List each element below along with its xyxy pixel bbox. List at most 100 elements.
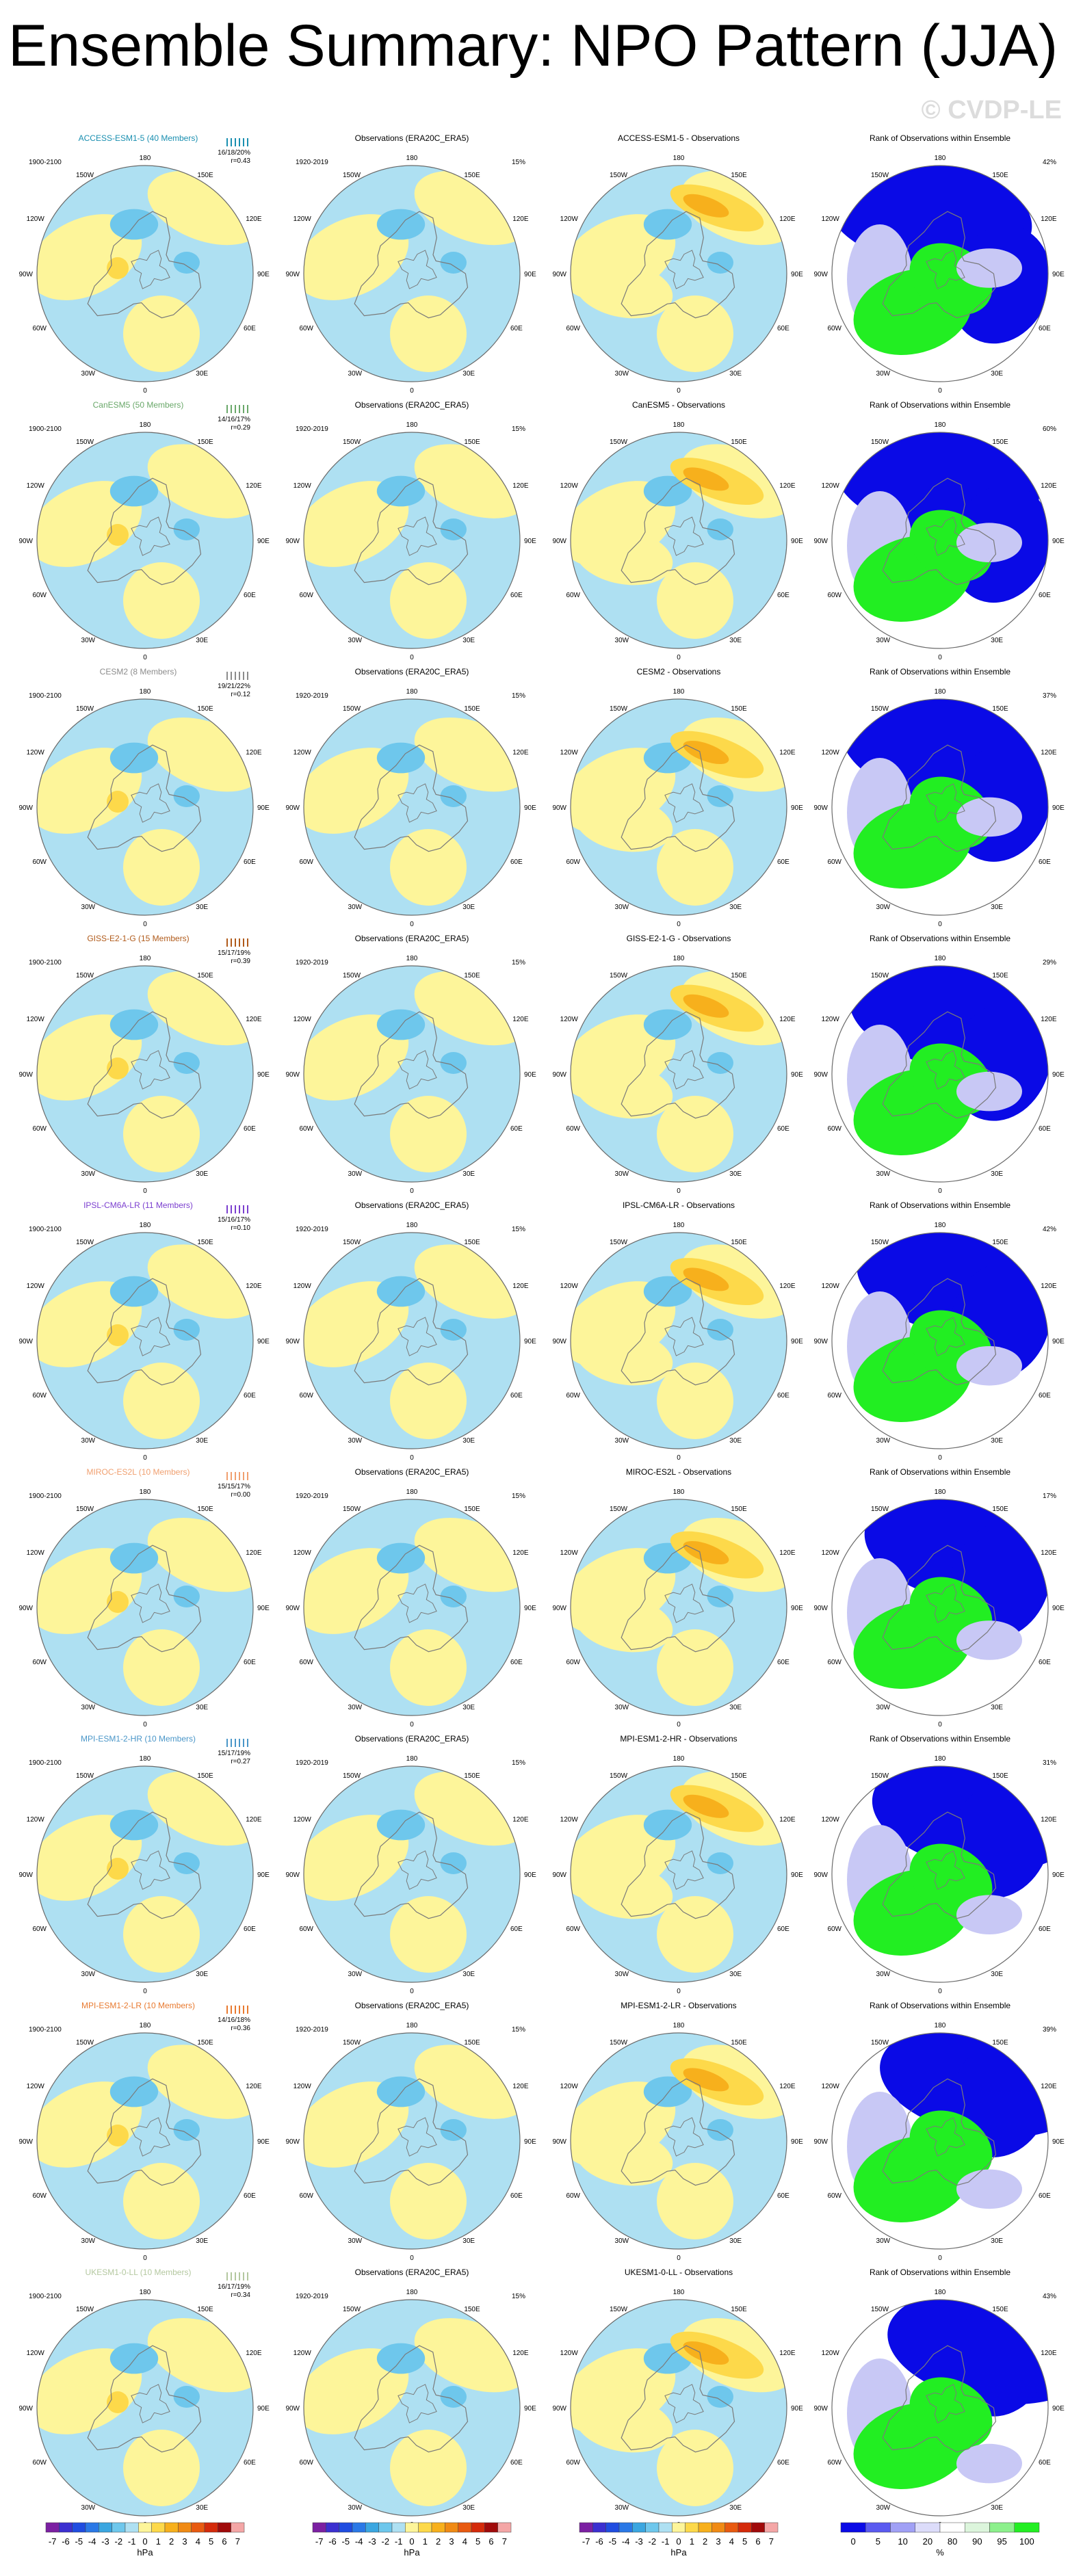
colorbar-tick: -7 xyxy=(582,2536,590,2547)
lon-label: 90E xyxy=(1052,1605,1065,1612)
lon-label: 60E xyxy=(1039,592,1051,599)
rank-pct: 17% xyxy=(1043,1493,1056,1500)
lon-label: 150W xyxy=(76,1506,94,1513)
lon-label: 150W xyxy=(610,705,628,713)
lon-label: 60E xyxy=(777,1125,790,1133)
lon-label: 90E xyxy=(524,271,536,278)
lon-label: 120W xyxy=(293,1283,312,1290)
lon-label: 120E xyxy=(1041,215,1057,223)
lon-label: 180 xyxy=(406,2289,418,2296)
lon-label: 0 xyxy=(410,921,414,928)
lon-label: 120E xyxy=(1041,2350,1057,2357)
stats-range: 15/17/19% xyxy=(218,949,250,957)
colorbar-tick: 7 xyxy=(235,2536,240,2547)
lon-label: 180 xyxy=(140,688,151,696)
lon-label: 120W xyxy=(560,1283,579,1290)
colorbar-swatch xyxy=(445,2522,458,2533)
lon-label: 150W xyxy=(343,172,361,179)
lon-label: 150W xyxy=(871,2039,889,2047)
lon-label: 30W xyxy=(81,1704,96,1711)
rank-map: 180 0 90W 90E 150W 150E 120W 120E 60W 60E 30W 30E xyxy=(813,955,1065,1195)
lon-label: 150E xyxy=(197,1772,213,1780)
lon-label: 60E xyxy=(244,325,256,332)
lon-label: 180 xyxy=(140,955,151,962)
lon-label: 150W xyxy=(871,972,889,980)
lon-label: 150E xyxy=(464,1772,480,1780)
lon-label: 90W xyxy=(813,1071,828,1079)
lon-label: 150E xyxy=(992,705,1008,713)
lon-label: 30E xyxy=(991,1437,1003,1445)
stats-range: 15/15/17% xyxy=(218,1483,250,1490)
diff-map: 180 0 90W 90E 150W 150E 120W 120E 60W 60E 30W 30E xyxy=(552,955,803,1195)
rank-pct: 60% xyxy=(1043,425,1056,433)
lon-label: 60W xyxy=(32,2459,47,2467)
obs-title: Observations (ERA20C_ERA5) xyxy=(355,667,469,676)
colorbar-swatch xyxy=(592,2522,606,2533)
lon-label: 30E xyxy=(196,2237,208,2245)
lon-label: 30E xyxy=(991,2237,1003,2245)
colorbar-tick: 3 xyxy=(716,2536,720,2547)
lon-label: 30E xyxy=(462,2237,475,2245)
lon-label: 0 xyxy=(410,2255,414,2262)
lon-label: 30E xyxy=(462,1971,475,1978)
lon-label: 60E xyxy=(244,858,256,866)
period-label: 1920-2019 xyxy=(296,692,328,700)
colorbar-tick: 0 xyxy=(142,2536,147,2547)
colorbar-tick: 1 xyxy=(156,2536,161,2547)
colorbar-tick: -3 xyxy=(635,2536,643,2547)
stats-corr: r=0.39 xyxy=(231,958,250,965)
lon-label: 0 xyxy=(410,387,414,395)
rank-title: Rank of Observations within Ensemble xyxy=(870,1200,1010,1210)
lon-label: 120E xyxy=(246,215,262,223)
period-label: 1900-2100 xyxy=(29,1226,62,1233)
lon-label: 0 xyxy=(677,1988,681,1995)
colorbar-swatch xyxy=(965,2522,990,2533)
obs-map: 180 0 90W 90E 150W 150E 120W 120E 60W 60E 30W 30E xyxy=(285,955,536,1195)
lon-label: 150W xyxy=(610,972,628,980)
model-map: 180 0 90W 90E 150W 150E 120W 120E 60W 60E 30W 30E xyxy=(18,1488,270,1729)
lon-label: 60W xyxy=(32,1659,47,1666)
lon-label: 30E xyxy=(196,2504,208,2512)
colorbar-swatch xyxy=(405,2522,419,2533)
lon-label: 120E xyxy=(1041,1016,1057,1023)
lon-label: 150E xyxy=(731,2039,747,2047)
lon-label: 90E xyxy=(524,1071,536,1079)
colorbar-diff: -7 -6 -5 -4 -3 -2 -1 0 1 2 3 4 5 6 7 hPa xyxy=(579,2522,779,2558)
lon-label: 180 xyxy=(935,1488,946,1496)
rank-map: 180 0 90W 90E 150W 150E 120W 120E 60W 60E 30W 30E xyxy=(813,1222,1065,1462)
lon-label: 90E xyxy=(257,2138,270,2146)
lon-label: 120E xyxy=(512,2083,529,2090)
lon-label: 90E xyxy=(524,538,536,545)
lon-label: 30E xyxy=(462,370,475,378)
lon-label: 90E xyxy=(791,2405,803,2413)
lon-label: 60E xyxy=(777,1659,790,1666)
lon-label: 0 xyxy=(938,1988,942,1995)
lon-label: 120W xyxy=(27,482,45,490)
lon-label: 120W xyxy=(822,749,840,757)
lon-label: 120W xyxy=(560,1016,579,1023)
lon-label: 120E xyxy=(246,2083,262,2090)
lon-label: 60W xyxy=(566,2192,580,2200)
lon-label: 60W xyxy=(566,1659,580,1666)
lon-label: 30W xyxy=(81,2504,96,2512)
stats-range: 15/16/17% xyxy=(218,1216,250,1224)
colorbar-tick: -1 xyxy=(128,2536,136,2547)
lon-label: 180 xyxy=(406,1488,418,1496)
lon-label: 90W xyxy=(552,538,566,545)
obs-map: 180 0 90W 90E 150W 150E 120W 120E 60W 60E 30W 30E xyxy=(285,688,536,928)
colorbar-swatch xyxy=(151,2522,166,2533)
obs-map: 180 0 90W 90E 150W 150E 120W 120E 60W 60E 30W 30E xyxy=(285,1755,536,1995)
lon-label: 120E xyxy=(246,1283,262,1290)
diff-title: MPI-ESM1-2-LR - Observations xyxy=(621,2001,736,2010)
model-title: CESM2 (8 Members) xyxy=(100,667,177,676)
lon-label: 180 xyxy=(673,1755,685,1763)
lon-label: 150E xyxy=(992,438,1008,446)
lon-label: 120W xyxy=(822,215,840,223)
stats-corr: r=0.00 xyxy=(231,1491,250,1499)
lon-label: 0 xyxy=(143,2255,147,2262)
lon-label: 120W xyxy=(822,1283,840,1290)
lon-label: 120E xyxy=(512,2350,529,2357)
lon-label: 60W xyxy=(827,858,841,866)
rank-map: 180 0 90W 90E 150W 150E 120W 120E 60W 60E 30W 30E xyxy=(813,1488,1065,1729)
